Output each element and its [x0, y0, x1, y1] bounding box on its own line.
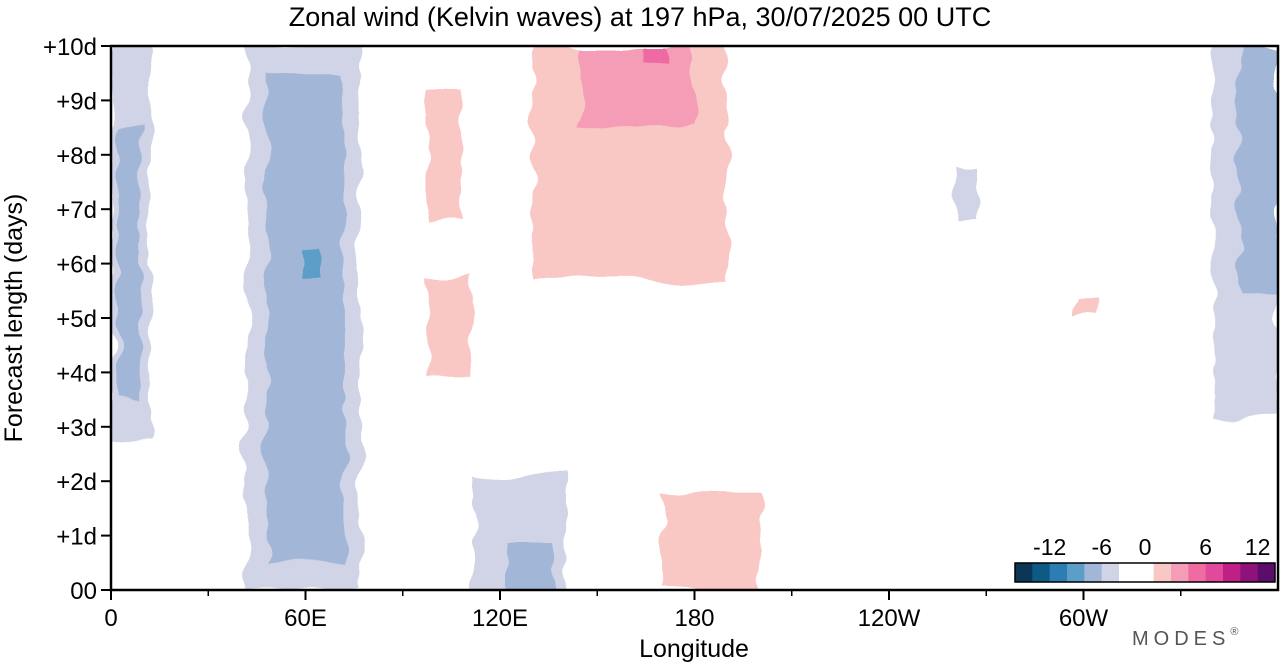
x-tick-label: 120E — [472, 605, 528, 632]
colorbar-swatch — [1171, 563, 1189, 582]
y-tick-label: +5d — [56, 306, 97, 333]
colorbar-swatch — [1101, 563, 1120, 582]
colorbar-label: 12 — [1245, 534, 1271, 560]
y-tick-label: +2d — [56, 469, 97, 496]
colorbar-swatch — [1119, 563, 1137, 582]
contour-region — [1077, 301, 1100, 318]
y-tick-label: 00 — [70, 578, 97, 605]
x-axis-ticks: 0 60E 120E 180 120W 60W — [104, 590, 1182, 632]
colorbar-label: -12 — [1033, 534, 1066, 560]
y-tick-label: +3d — [56, 415, 97, 442]
contour-region — [266, 73, 345, 563]
contour-region — [960, 464, 1013, 590]
colorbar-swatch — [1223, 563, 1241, 582]
contour-region — [1012, 236, 1181, 427]
brand-watermark: MODES® — [1132, 626, 1243, 650]
contour-region — [953, 165, 977, 221]
colorbar-label: -6 — [1091, 534, 1111, 560]
colorbar-swatch — [1205, 563, 1224, 582]
chart-title: Zonal wind (Kelvin waves) at 197 hPa, 30… — [289, 2, 991, 32]
contour-region — [914, 274, 961, 384]
contour-region — [662, 492, 760, 590]
contour-region — [581, 46, 695, 128]
y-tick-label: +1d — [56, 524, 97, 551]
contour-region — [425, 89, 462, 221]
colorbar-swatch — [1153, 563, 1172, 582]
x-tick-label: 180 — [674, 605, 714, 632]
contour-region — [143, 524, 173, 590]
contour-regions — [111, 46, 1278, 590]
brand-name: MODES — [1132, 628, 1230, 650]
colorbar-label: 6 — [1199, 534, 1212, 560]
y-tick-label: +10d — [43, 34, 97, 61]
colorbar-swatch — [1015, 563, 1033, 582]
contour-region — [299, 252, 319, 275]
x-tick-label: 0 — [104, 605, 117, 632]
contour-region — [428, 274, 471, 378]
contour-region — [1239, 46, 1278, 291]
contour-region — [710, 46, 851, 411]
x-tick-label: 60W — [1059, 605, 1109, 632]
y-tick-label: +6d — [56, 252, 97, 279]
colorbar-swatch — [1136, 563, 1155, 582]
y-tick-label: +9d — [56, 88, 97, 115]
colorbar-swatch — [1067, 563, 1085, 582]
contour-region — [872, 541, 915, 590]
contour-region — [639, 46, 669, 63]
y-axis-title: Forecast length (days) — [0, 194, 28, 443]
y-tick-label: +8d — [56, 143, 97, 170]
colorbar-swatch — [1049, 563, 1068, 582]
colorbar: -12 -6 0 6 12 — [1009, 527, 1279, 586]
colorbar-swatch — [1032, 563, 1051, 582]
x-tick-label: 60E — [284, 605, 327, 632]
y-axis-ticks: 00 +1d +2d +3d +4d +5d +6d +7d +8d +9d +10d — [43, 34, 111, 605]
x-axis-title: Longitude — [639, 635, 749, 663]
colorbar-swatch — [1084, 563, 1103, 582]
x-tick-label: 120W — [858, 605, 921, 632]
y-tick-label: +7d — [56, 197, 97, 224]
colorbar-label: 0 — [1139, 534, 1152, 560]
contour-region — [506, 546, 556, 590]
colorbar-swatch — [1240, 563, 1259, 582]
colorbar-frame — [1014, 562, 1276, 583]
colorbar-swatch — [1257, 563, 1276, 582]
y-tick-label: +4d — [56, 360, 97, 387]
contour-region — [117, 127, 141, 400]
colorbar-swatch — [1188, 563, 1207, 582]
brand-registered-mark: ® — [1230, 626, 1243, 638]
